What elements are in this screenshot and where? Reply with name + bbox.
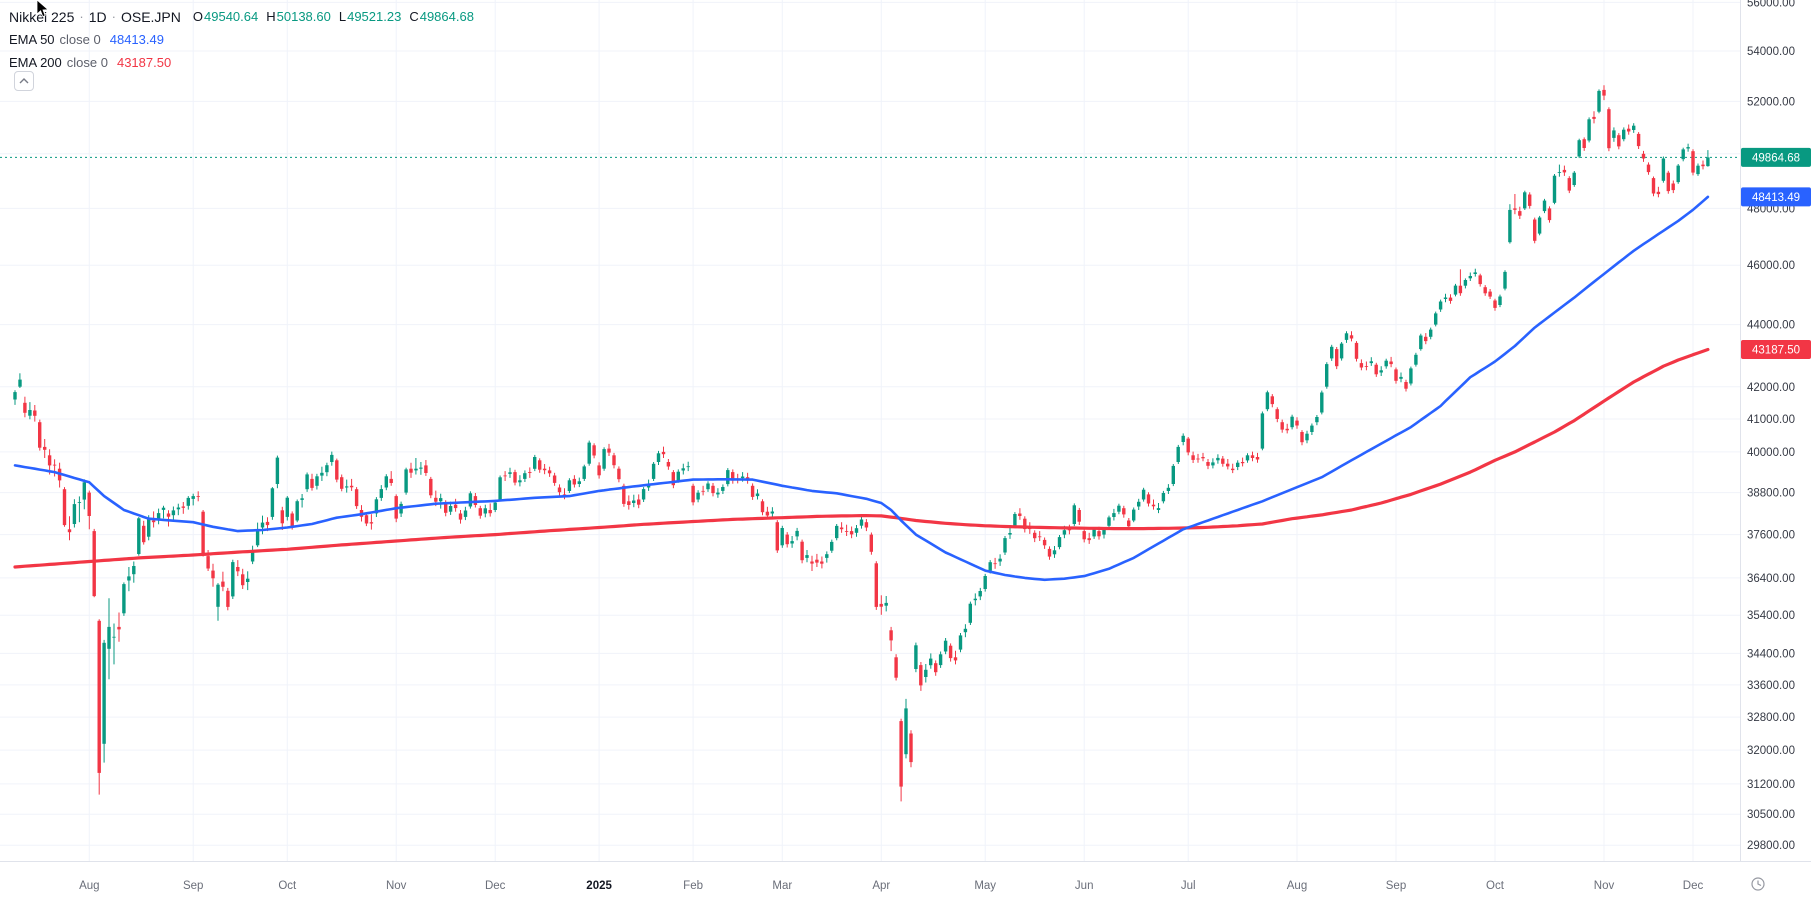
svg-text:33600.00: 33600.00 (1747, 680, 1795, 692)
svg-text:32000.00: 32000.00 (1747, 745, 1795, 757)
separator-dot: · (111, 9, 116, 24)
ema50-value: 48413.49 (109, 32, 164, 47)
svg-text:Feb: Feb (683, 880, 703, 892)
ema200-line (13, 347, 1710, 569)
close-number: 49864.68 (419, 9, 474, 24)
price-badge: 43187.50 (1741, 340, 1811, 359)
svg-text:49864.68: 49864.68 (1752, 152, 1800, 164)
indicator-row-ema50[interactable]: EMA 50 close 0 48413.49 (9, 28, 482, 51)
symbol-name: Nikkei 225 (9, 8, 75, 25)
legend-collapse-button[interactable] (14, 71, 34, 91)
svg-text:48413.49: 48413.49 (1752, 192, 1800, 204)
svg-text:Dec: Dec (1683, 880, 1704, 892)
exchange-label: OSE.JPN (120, 8, 181, 25)
interval-label: 1D (88, 8, 107, 25)
price-badge: 48413.49 (1741, 187, 1811, 207)
svg-text:52000.00: 52000.00 (1747, 96, 1795, 108)
svg-text:Oct: Oct (278, 880, 297, 892)
svg-text:Jun: Jun (1075, 880, 1094, 892)
svg-text:Sep: Sep (1386, 880, 1406, 892)
ema200-value: 43187.50 (116, 55, 172, 70)
svg-text:Oct: Oct (1486, 880, 1505, 892)
svg-text:Aug: Aug (79, 880, 99, 892)
svg-text:34400.00: 34400.00 (1747, 648, 1795, 660)
close-value: C49864.68 (409, 9, 474, 24)
svg-text:May: May (974, 880, 996, 892)
svg-text:Nov: Nov (1594, 880, 1615, 892)
svg-text:37600.00: 37600.00 (1747, 530, 1795, 542)
svg-text:Sep: Sep (183, 880, 203, 892)
chevron-up-icon (19, 78, 29, 84)
grid-lines (0, 0, 1740, 861)
indicator-row-ema200[interactable]: EMA 200 close 0 43187.50 (9, 51, 482, 74)
low-number: 49521.23 (347, 9, 402, 24)
candlestick-series (13, 85, 1710, 802)
price-badge: 49864.68 (1741, 147, 1811, 167)
svg-text:41000.00: 41000.00 (1747, 414, 1795, 426)
svg-text:40000.00: 40000.00 (1747, 447, 1795, 459)
close-letter: C (409, 9, 419, 24)
svg-text:54000.00: 54000.00 (1747, 46, 1795, 58)
svg-text:43187.50: 43187.50 (1752, 345, 1800, 357)
high-number: 50138.60 (276, 9, 331, 24)
axis-borders (0, 0, 1811, 862)
svg-text:36400.00: 36400.00 (1747, 573, 1795, 585)
svg-text:32800.00: 32800.00 (1747, 712, 1795, 724)
ema50-params: close 0 (59, 32, 101, 47)
svg-text:Nov: Nov (386, 880, 407, 892)
svg-text:Apr: Apr (872, 880, 890, 892)
svg-text:31200.00: 31200.00 (1747, 779, 1795, 791)
svg-text:Mar: Mar (772, 880, 792, 892)
svg-text:Jul: Jul (1181, 880, 1196, 892)
ema50-line (13, 195, 1710, 582)
svg-text:2025: 2025 (586, 880, 612, 892)
price-axis[interactable]: 56000.0054000.0052000.0050000.0048000.00… (1741, 0, 1811, 852)
svg-text:Dec: Dec (485, 880, 506, 892)
ema200-name: EMA 200 (9, 55, 62, 70)
low-letter: L (338, 9, 347, 24)
svg-text:42000.00: 42000.00 (1747, 382, 1795, 394)
svg-text:44000.00: 44000.00 (1747, 320, 1795, 332)
low-value: L49521.23 (339, 9, 401, 24)
svg-text:Aug: Aug (1287, 880, 1307, 892)
ohlc-values: O49540.64 H50138.60 L49521.23 C49864.68 (193, 9, 482, 24)
ema200-params: close 0 (66, 55, 108, 70)
high-letter: H (266, 9, 276, 24)
open-value: O49540.64 (193, 9, 258, 24)
time-axis[interactable]: Aug Sep Oct Nov Dec 2025 Feb Mar Apr May Jun Jul Aug… (79, 877, 1765, 892)
svg-text:46000.00: 46000.00 (1747, 260, 1795, 272)
svg-text:56000.00: 56000.00 (1747, 0, 1795, 9)
symbol-row[interactable]: Nikkei 225 · 1D · OSE.JPN O49540.64 H501… (9, 5, 482, 28)
open-letter: O (192, 9, 203, 24)
open-number: 49540.64 (204, 9, 259, 24)
svg-text:38800.00: 38800.00 (1747, 488, 1795, 500)
svg-text:35400.00: 35400.00 (1747, 610, 1795, 622)
ema50-name: EMA 50 (9, 32, 55, 47)
separator-dot: · (79, 9, 84, 24)
high-value: H50138.60 (266, 9, 331, 24)
svg-text:29800.00: 29800.00 (1747, 840, 1795, 852)
clock-icon[interactable] (1751, 877, 1765, 891)
svg-text:30500.00: 30500.00 (1747, 809, 1795, 821)
legend: Nikkei 225 · 1D · OSE.JPN O49540.64 H501… (9, 5, 482, 74)
